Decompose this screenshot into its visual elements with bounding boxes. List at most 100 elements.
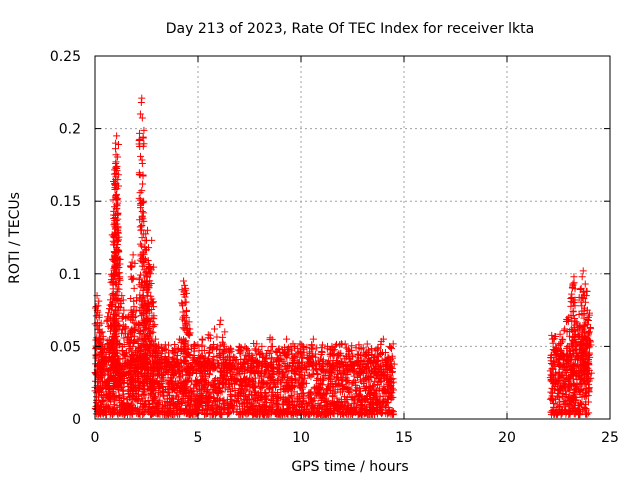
data-point xyxy=(347,393,355,401)
data-point xyxy=(152,405,160,413)
data-point xyxy=(241,382,249,390)
data-point xyxy=(122,323,130,331)
data-point xyxy=(155,362,163,370)
data-point xyxy=(112,163,120,171)
data-point xyxy=(169,354,177,362)
data-point xyxy=(179,349,187,357)
data-point xyxy=(329,350,337,358)
data-point xyxy=(549,396,557,404)
data-point xyxy=(291,342,299,350)
data-point xyxy=(111,213,119,221)
data-point xyxy=(320,404,328,412)
data-point xyxy=(136,110,144,118)
data-point xyxy=(361,366,369,374)
data-point xyxy=(377,362,385,370)
data-point xyxy=(262,389,270,397)
data-point xyxy=(559,365,567,373)
data-point xyxy=(138,114,146,122)
data-point xyxy=(581,280,589,288)
data-point xyxy=(227,347,235,355)
data-point xyxy=(135,170,143,178)
data-point xyxy=(552,348,560,356)
data-point xyxy=(136,274,144,282)
data-point xyxy=(111,186,119,194)
data-point xyxy=(140,382,148,390)
data-point xyxy=(373,396,381,404)
data-point xyxy=(558,335,566,343)
data-point xyxy=(112,332,120,340)
data-point xyxy=(241,365,249,373)
data-point xyxy=(310,366,318,374)
data-point xyxy=(582,292,590,300)
data-point xyxy=(114,141,122,149)
data-point xyxy=(356,385,364,393)
data-point xyxy=(580,323,588,331)
data-point xyxy=(556,354,564,362)
data-point xyxy=(105,370,113,378)
data-point xyxy=(246,350,254,358)
data-point xyxy=(551,347,559,355)
data-point xyxy=(119,387,127,395)
data-point xyxy=(334,404,342,412)
data-point xyxy=(387,392,395,400)
data-point xyxy=(256,370,264,378)
data-point xyxy=(259,353,267,361)
data-point xyxy=(147,351,155,359)
data-point xyxy=(583,343,591,351)
data-point xyxy=(575,386,583,394)
data-point xyxy=(205,389,213,397)
data-point xyxy=(389,340,397,348)
data-point xyxy=(377,340,385,348)
data-point xyxy=(136,240,144,248)
data-point xyxy=(245,391,253,399)
data-point xyxy=(567,312,575,320)
data-point xyxy=(276,362,284,370)
data-point xyxy=(564,316,572,324)
data-point xyxy=(162,346,170,354)
data-point xyxy=(128,352,136,360)
data-point xyxy=(571,382,579,390)
data-point xyxy=(282,368,290,376)
data-point xyxy=(306,390,314,398)
data-point xyxy=(264,374,272,382)
data-point xyxy=(118,384,126,392)
data-point xyxy=(376,405,384,413)
data-point xyxy=(150,347,158,355)
data-point xyxy=(161,409,169,417)
data-point xyxy=(99,335,107,343)
data-point xyxy=(209,410,217,418)
data-point xyxy=(206,331,214,339)
data-point xyxy=(111,392,119,400)
data-point xyxy=(110,393,118,401)
data-point xyxy=(378,357,386,365)
data-point xyxy=(348,342,356,350)
data-point xyxy=(128,275,136,283)
data-point xyxy=(339,401,347,409)
data-point xyxy=(322,367,330,375)
data-point xyxy=(114,237,122,245)
data-point xyxy=(143,365,151,373)
data-point xyxy=(130,284,138,292)
data-point xyxy=(378,410,386,418)
data-point xyxy=(210,376,218,384)
data-point xyxy=(362,362,370,370)
x-tick-label: 10 xyxy=(292,430,310,446)
data-point xyxy=(566,396,574,404)
data-point xyxy=(157,350,165,358)
data-point xyxy=(231,391,239,399)
data-point xyxy=(215,397,223,405)
data-point xyxy=(198,407,206,415)
data-point xyxy=(252,402,260,410)
data-point xyxy=(179,324,187,332)
data-point xyxy=(258,394,266,402)
data-point xyxy=(257,384,265,392)
data-point xyxy=(221,405,229,413)
data-point xyxy=(576,367,584,375)
data-point xyxy=(102,390,110,398)
data-point xyxy=(293,367,301,375)
data-point xyxy=(365,357,373,365)
y-tick-label: 0.1 xyxy=(59,267,81,283)
data-point xyxy=(210,386,218,394)
data-point xyxy=(240,360,248,368)
data-point xyxy=(299,361,307,369)
